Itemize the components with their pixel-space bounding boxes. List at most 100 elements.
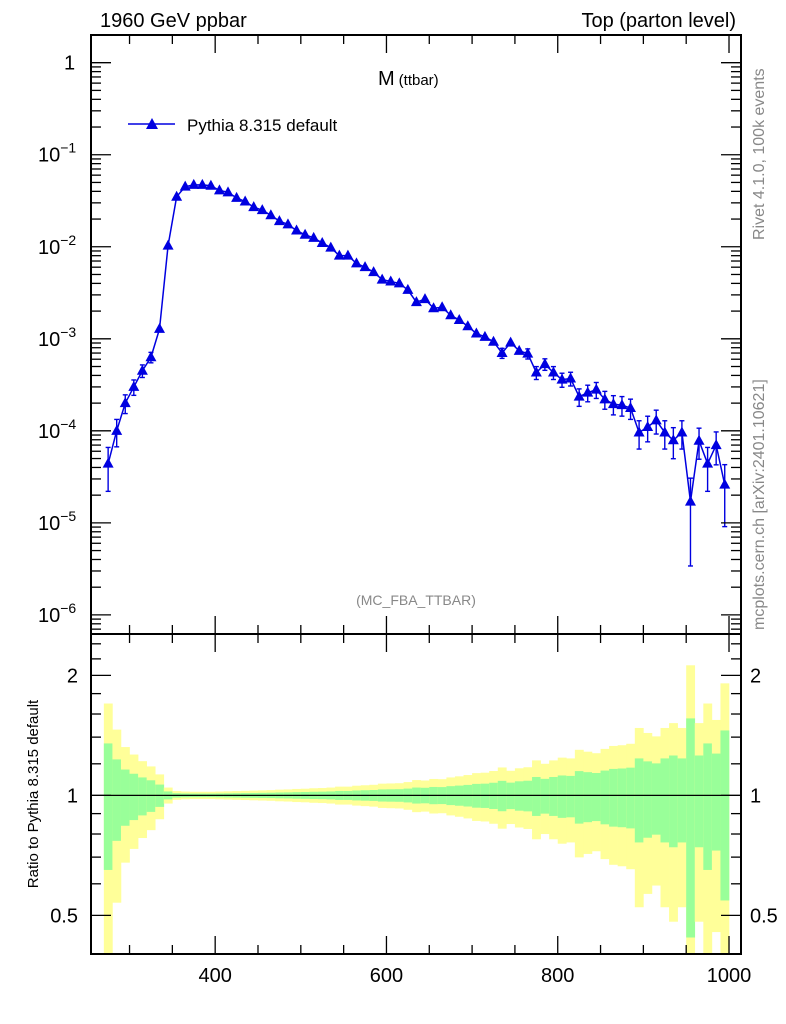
ratio-y-tick-label-right: 1 <box>750 785 761 807</box>
ratio-panel: 400 600 800 1000 0.5 0.5 1 1 2 2 <box>50 633 778 987</box>
ratio-band-inner <box>703 743 713 870</box>
data-point-triangle <box>299 228 311 239</box>
data-point-triangle <box>102 457 114 468</box>
ratio-band-inner <box>129 773 139 821</box>
y-tick-label-base: 10 <box>38 145 60 167</box>
plot-title-main: M <box>378 68 395 90</box>
ratio-band-inner <box>112 759 122 841</box>
header-right: Top (parton level) <box>581 10 736 32</box>
data-point-triangle <box>282 218 294 229</box>
data-point-triangle <box>333 249 345 260</box>
data-point-triangle <box>128 380 140 391</box>
data-point-triangle <box>291 224 303 235</box>
ratio-band-inner <box>146 780 156 812</box>
data-point-triangle <box>496 347 508 358</box>
data-point-triangle <box>231 191 243 202</box>
y-tick-label-exponent: −5 <box>60 508 76 524</box>
ratio-y-tick-label-right: 0.5 <box>750 905 778 927</box>
data-point-triangle <box>625 402 637 413</box>
data-point-triangle <box>616 399 628 410</box>
data-point-triangle <box>462 320 474 331</box>
x-tick-label: 1000 <box>707 965 752 987</box>
rivet-label: Rivet 4.1.0, 100k events <box>751 68 768 240</box>
data-point-triangle <box>376 273 388 284</box>
legend: Pythia 8.315 default <box>128 116 338 135</box>
data-point-triangle <box>273 215 285 226</box>
data-point-triangle <box>659 426 671 437</box>
x-tick-label: 800 <box>541 965 574 987</box>
data-point-triangle <box>719 478 731 489</box>
ratio-band-inner <box>549 776 559 816</box>
data-point-triangle <box>145 351 157 362</box>
data-point-triangle <box>702 457 714 468</box>
data-point-triangle <box>445 309 457 320</box>
data-point-triangle <box>582 386 594 397</box>
plot-title-sub: (ttbar) <box>399 72 439 89</box>
y-tick-label-base: 10 <box>38 329 60 351</box>
data-point-triangle <box>111 424 123 435</box>
header-left: 1960 GeV ppbar <box>100 10 247 32</box>
ratio-y-tick-label-left: 2 <box>67 665 78 687</box>
data-point-triangle <box>710 439 722 450</box>
ratio-band-inner <box>626 767 636 829</box>
ratio-band-inner <box>617 768 627 828</box>
plot-title: M (ttbar) <box>378 68 439 90</box>
ratio-ylabel: Ratio to Pythia 8.315 default <box>25 699 42 888</box>
data-point-triangle <box>693 434 705 445</box>
x-tick-label: 600 <box>370 965 403 987</box>
data-point-triangle <box>667 434 679 445</box>
y-tick-label-exponent: −4 <box>60 416 76 432</box>
ratio-band-inner <box>540 778 550 814</box>
data-point-triangle <box>539 358 551 369</box>
y-tick-label-base: 10 <box>38 513 60 535</box>
data-point-triangle <box>179 180 191 191</box>
y-tick-label-base: 1 <box>64 53 75 75</box>
y-tick-label-exponent: −2 <box>60 232 76 248</box>
data-point-triangle <box>359 261 371 272</box>
ratio-y-tick-label-left: 0.5 <box>50 905 78 927</box>
ratio-band-inner <box>557 775 567 818</box>
data-point-triangle <box>256 204 268 215</box>
data-point-triangle <box>196 178 208 189</box>
ratio-band-inner <box>523 780 533 812</box>
data-point-triangle <box>470 327 482 338</box>
data-point-triangle <box>607 398 619 409</box>
data-point-triangle <box>513 344 525 355</box>
data-point-triangle <box>136 364 148 375</box>
data-point-triangle <box>410 296 422 307</box>
data-point-triangle <box>205 179 217 190</box>
data-point-triangle <box>573 390 585 401</box>
y-tick-label-exponent: −1 <box>60 140 76 156</box>
ratio-band-inner <box>651 763 661 835</box>
data-point-triangle <box>530 366 542 377</box>
data-point-triangle <box>642 421 654 432</box>
data-point-triangle <box>599 393 611 404</box>
data-point-triangle <box>453 314 465 325</box>
ratio-band-inner <box>103 743 113 870</box>
ratio-band-inner <box>591 773 601 822</box>
y-tick-label: 10−4 <box>38 416 76 443</box>
y-tick-label: 10−6 <box>38 600 76 627</box>
data-point-triangle <box>393 277 405 288</box>
data-point-triangle <box>325 241 337 252</box>
ratio-band-inner <box>711 753 721 851</box>
y-tick-label: 10−1 <box>38 140 76 167</box>
ratio-band-inner <box>583 772 593 823</box>
ratio-band-inner <box>660 758 670 843</box>
ratio-y-tick-label-right: 2 <box>750 665 761 687</box>
data-point-triangle <box>239 195 251 206</box>
ratio-band-inner <box>694 755 704 848</box>
ratio-band-inner <box>677 758 687 843</box>
data-point-triangle <box>119 397 131 408</box>
y-tick-label-base: 10 <box>38 605 60 627</box>
main-panel: 110−110−210−310−410−510−6 <box>38 34 742 635</box>
ratio-band-inner <box>609 768 618 827</box>
data-point-triangle <box>684 495 696 506</box>
data-point-triangle <box>522 347 534 358</box>
data-point-triangle <box>479 330 491 341</box>
data-point-triangle <box>650 414 662 425</box>
data-point-triangle <box>213 184 225 195</box>
y-tick-label: 10−2 <box>38 232 76 259</box>
data-point-triangle <box>556 373 568 384</box>
data-point-triangle <box>547 366 559 377</box>
